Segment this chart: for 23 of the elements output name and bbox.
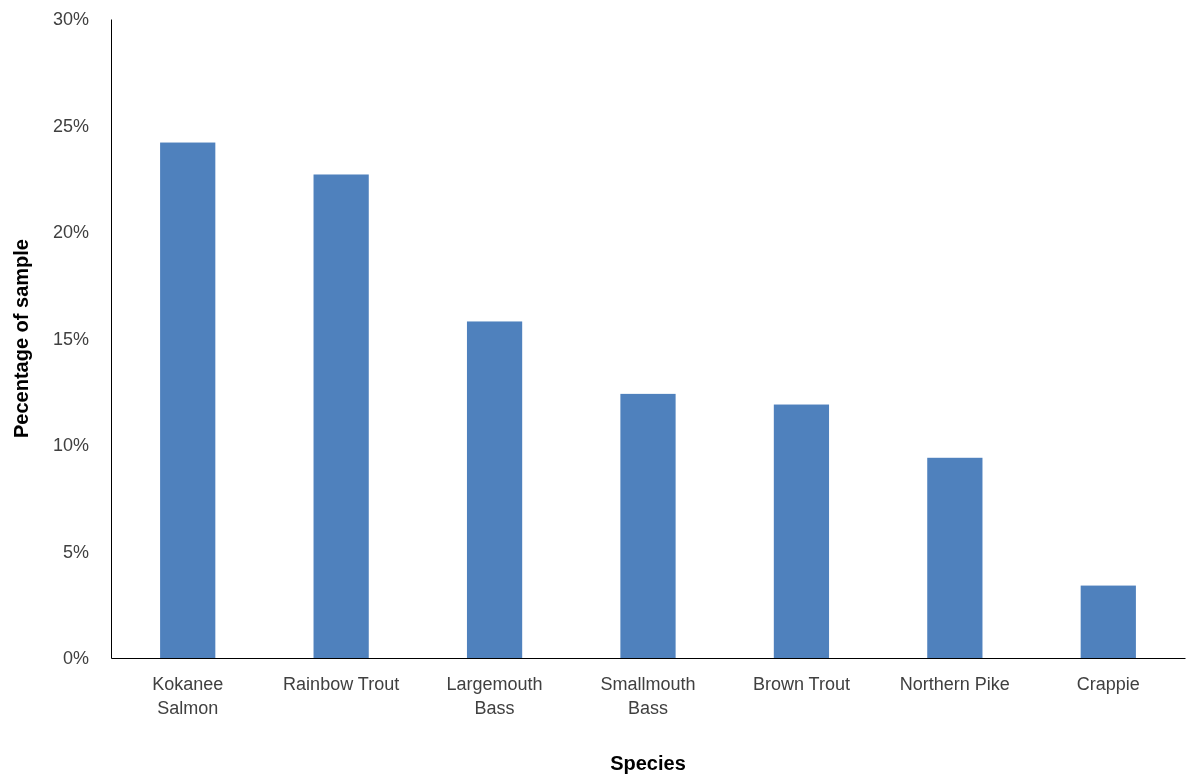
x-axis-title: Species: [610, 752, 686, 774]
y-tick-label: 30%: [52, 9, 89, 30]
bar: [466, 321, 523, 658]
bar: [927, 457, 983, 658]
x-tick-label: Brown Trout: [752, 674, 850, 694]
y-axis-title: Pecentage of sample: [10, 239, 32, 438]
y-tick-label: 25%: [52, 115, 89, 136]
x-tick-label: Largemouth Bass: [446, 674, 543, 718]
x-tick-label: Kokanee Salmon: [152, 674, 224, 718]
x-tick-label: Northern Pike: [899, 674, 1010, 694]
bar: [620, 393, 676, 658]
y-tick-label: 0%: [62, 648, 89, 669]
x-tick-label: Crappie: [1076, 674, 1140, 694]
bar: [1080, 585, 1136, 658]
y-tick-label: 20%: [52, 222, 89, 243]
x-tick-label: Rainbow Trout: [283, 674, 400, 694]
bar: [160, 142, 216, 658]
bar: [773, 404, 830, 658]
x-tick-label: Smallmouth Bass: [600, 674, 696, 718]
y-tick-label: 15%: [52, 328, 89, 349]
bar: [313, 174, 369, 658]
y-tick-label: 5%: [62, 541, 89, 562]
y-tick-label: 10%: [52, 435, 89, 456]
